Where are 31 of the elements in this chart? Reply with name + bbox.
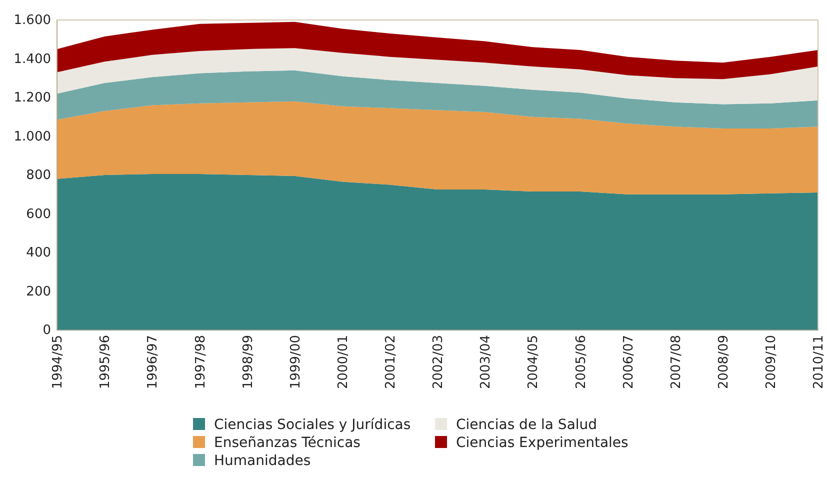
legend-label: Ciencias Experimentales	[456, 434, 628, 451]
x-tick-label: 1996/97	[146, 335, 161, 390]
x-tick-label: 2005/06	[574, 335, 589, 390]
y-tick-label: 800	[26, 168, 51, 184]
y-tick-label: 400	[26, 246, 51, 261]
y-tick-label: 1.400	[14, 52, 51, 67]
y-tick-label: 0	[42, 323, 51, 338]
x-tick-label: 2009/10	[764, 335, 779, 390]
y-tick-label: 600	[26, 206, 51, 222]
x-tick-label: 2008/09	[716, 335, 732, 390]
y-tick-label: 200	[26, 284, 51, 300]
x-tick-label: 1995/96	[98, 335, 114, 390]
x-tick-label: 2000/01	[336, 335, 351, 390]
x-tick-label: 2007/08	[668, 335, 684, 390]
x-tick-label: 1997/98	[193, 335, 208, 390]
legend-label: Ciencias de la Salud	[456, 416, 598, 433]
legend-label: Enseñanzas Técnicas	[214, 434, 360, 451]
x-tick-label: 2006/07	[621, 335, 636, 390]
y-tick-label: 1.200	[14, 90, 51, 106]
x-tick-label: 1998/99	[240, 335, 256, 390]
y-tick-label: 1.600	[14, 13, 51, 28]
x-tick-label: 2004/05	[526, 335, 542, 390]
x-tick-label: 1999/00	[288, 335, 304, 390]
legend-label: Humanidades	[214, 452, 311, 469]
x-tick-label: 2010/11	[812, 335, 827, 390]
x-tick-label: 2002/03	[431, 335, 446, 390]
x-tick-label: 1994/95	[50, 335, 66, 390]
legend-label: Ciencias Sociales y Jurídicas	[214, 416, 411, 433]
x-tick-label: 2001/02	[383, 335, 398, 390]
y-tick-label: 1.000	[14, 129, 51, 144]
x-tick-label: 2003/04	[478, 335, 494, 390]
